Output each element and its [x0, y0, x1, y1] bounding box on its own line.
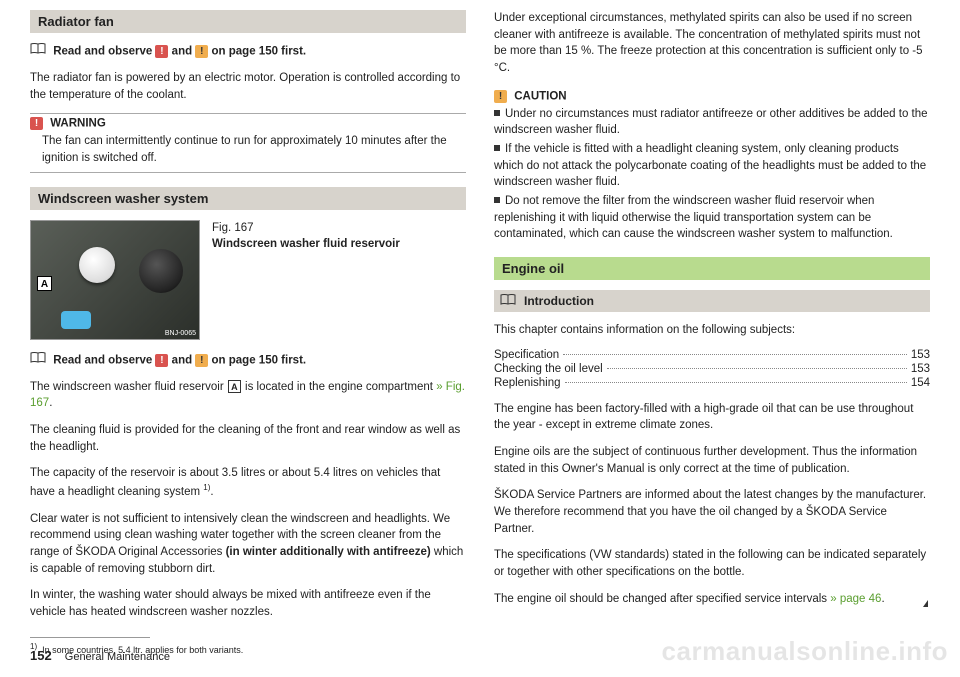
toc-label: Replenishing: [494, 377, 561, 389]
warning-label: WARNING: [50, 118, 106, 130]
warning-box: ! WARNING The fan can intermittently con…: [30, 113, 466, 172]
engine-cap-black: [139, 249, 183, 293]
caution-box: ! CAUTION Under no circumstances must ra…: [494, 87, 930, 243]
bullet-icon: [494, 110, 500, 116]
danger-icon: !: [155, 45, 168, 58]
toc-dots: [565, 382, 907, 383]
clear-water-note: Clear water is not sufficient to intensi…: [30, 511, 466, 578]
engine-oil-p2: The engine has been factory-filled with …: [494, 401, 930, 434]
page: Radiator fan Read and observe ! and ! on…: [0, 0, 960, 664]
cleaning-fluid-desc: The cleaning fluid is provided for the c…: [30, 422, 466, 455]
caution-icon: !: [195, 354, 208, 367]
caution-icon: !: [195, 45, 208, 58]
page-footer: 152 General Maintenance: [30, 648, 170, 663]
oil-change-a: The engine oil should be changed after s…: [494, 593, 830, 605]
read-observe-2-text-a: Read and observe: [53, 354, 155, 366]
capacity-b: .: [210, 486, 213, 498]
figure-167: A BNJ-0065 Fig. 167 Windscreen washer fl…: [30, 220, 466, 340]
caution-item-1: Under no circumstances must radiator ant…: [494, 106, 930, 139]
antifreeze-bold: (in winter additionally with antifreeze): [226, 546, 431, 558]
toc: Specification 153 Checking the oil level…: [494, 349, 930, 389]
caution-icon: !: [494, 90, 507, 103]
washer-loc-d: .: [49, 397, 52, 409]
engine-oil-p6: The engine oil should be changed after s…: [494, 591, 930, 608]
caution-text-2: If the vehicle is fitted with a headligh…: [494, 143, 926, 188]
bullet-icon: [494, 197, 500, 203]
figure-caption: Fig. 167 Windscreen washer fluid reservo…: [212, 220, 400, 340]
washer-loc-a: The windscreen washer fluid reservoir: [30, 381, 227, 393]
radiator-fan-desc: The radiator fan is powered by an electr…: [30, 70, 466, 103]
toc-row-replenishing: Replenishing 154: [494, 377, 930, 389]
toc-row-specification: Specification 153: [494, 349, 930, 361]
engine-oil-p3: Engine oils are the subject of continuou…: [494, 444, 930, 477]
marker-a: A: [37, 276, 52, 291]
figure-number: Fig. 167: [212, 220, 400, 236]
warning-body: The fan can intermittently continue to r…: [30, 133, 466, 171]
caution-title: ! CAUTION: [494, 87, 930, 106]
toc-page: 153: [911, 349, 930, 361]
toc-page: 154: [911, 377, 930, 389]
read-observe-1-text-b: and: [172, 46, 196, 58]
reservoir-capacity: The capacity of the reservoir is about 3…: [30, 465, 466, 500]
toc-label: Specification: [494, 349, 559, 361]
capacity-a: The capacity of the reservoir is about 3…: [30, 467, 440, 498]
danger-icon: !: [155, 354, 168, 367]
caution-list: Under no circumstances must radiator ant…: [494, 106, 930, 243]
toc-row-checking: Checking the oil level 153: [494, 363, 930, 375]
toc-label: Checking the oil level: [494, 363, 603, 375]
danger-icon: !: [30, 117, 43, 130]
caution-item-2: If the vehicle is fitted with a headligh…: [494, 141, 930, 191]
washer-reservoir-blue: [61, 311, 91, 329]
introduction-label: Introduction: [524, 294, 594, 308]
right-column: Under exceptional circumstances, methyla…: [494, 10, 930, 664]
warning-title: ! WARNING: [30, 114, 466, 133]
read-observe-2-text-b: and: [172, 354, 196, 366]
figure-title: Windscreen washer fluid reservoir: [212, 236, 400, 252]
page-ref-link: » page 46: [830, 593, 881, 605]
subsection-introduction: Introduction: [494, 290, 930, 312]
section-radiator-fan: Radiator fan: [30, 10, 466, 33]
continued-icon: [923, 600, 928, 607]
caution-text-3: Do not remove the filter from the windsc…: [494, 195, 893, 240]
washer-cap-white: [79, 247, 115, 283]
section-windscreen-washer: Windscreen washer system: [30, 187, 466, 210]
oil-change-b: .: [881, 593, 884, 605]
toc-dots: [607, 368, 907, 369]
washer-loc-b: is located in the engine compartment: [242, 381, 436, 393]
read-observe-1-text-c: on page 150 first.: [212, 46, 307, 58]
caution-text-1: Under no circumstances must radiator ant…: [494, 108, 928, 137]
toc-dots: [563, 354, 907, 355]
book-icon: [500, 293, 516, 309]
read-observe-2: Read and observe ! and ! on page 150 fir…: [30, 352, 466, 369]
winter-note: In winter, the washing water should alwa…: [30, 587, 466, 620]
ref-a-box: A: [228, 380, 241, 393]
toc-page: 153: [911, 363, 930, 375]
caution-label: CAUTION: [514, 90, 566, 102]
read-observe-2-text-c: on page 150 first.: [212, 354, 307, 366]
caution-item-3: Do not remove the filter from the windsc…: [494, 193, 930, 243]
section-engine-oil: Engine oil: [494, 257, 930, 280]
footnote-separator: [30, 637, 150, 638]
engine-oil-p5: The specifications (VW standards) stated…: [494, 547, 930, 580]
figure-image: A BNJ-0065: [30, 220, 200, 340]
read-observe-1-text-a: Read and observe: [53, 46, 155, 58]
read-observe-1: Read and observe ! and ! on page 150 fir…: [30, 43, 466, 60]
page-number: 152: [30, 648, 52, 663]
book-icon: [30, 43, 46, 60]
toc-intro: This chapter contains information on the…: [494, 322, 930, 339]
book-icon: [30, 352, 46, 369]
left-column: Radiator fan Read and observe ! and ! on…: [30, 10, 466, 664]
image-code: BNJ-0065: [165, 330, 196, 337]
bullet-icon: [494, 145, 500, 151]
methylated-spirits: Under exceptional circumstances, methyla…: [494, 10, 930, 77]
washer-location: The windscreen washer fluid reservoir A …: [30, 379, 466, 412]
engine-oil-p4: ŠKODA Service Partners are informed abou…: [494, 487, 930, 537]
footer-section: General Maintenance: [65, 651, 170, 663]
